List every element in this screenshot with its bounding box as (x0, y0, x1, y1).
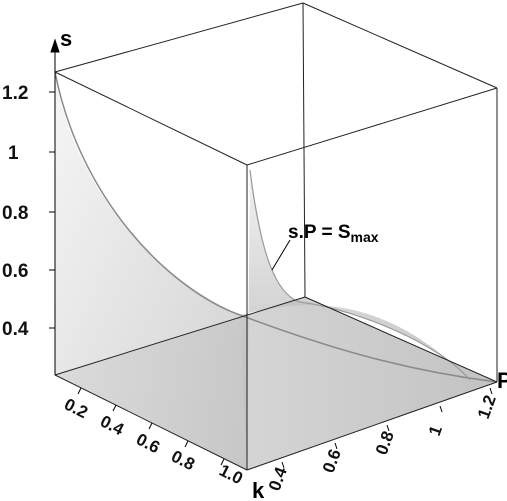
p-tick-label: 0.8 (372, 429, 398, 458)
box-edge (246, 381, 498, 471)
bounding-box (54, 2, 498, 471)
p-axis-title: P (497, 368, 507, 393)
k-tick (148, 422, 153, 430)
k-axis (77, 387, 225, 466)
p-tick-label: 0.6 (319, 447, 345, 476)
p-tick (489, 387, 493, 395)
k-tick-label: 0.4 (97, 412, 127, 440)
k-tick-label: 0.6 (133, 430, 163, 458)
surface-ridge (249, 169, 471, 381)
p-tick-label: 1 (425, 423, 446, 438)
k-tick (77, 387, 82, 395)
p-tick (281, 461, 285, 469)
p-tick (334, 442, 338, 450)
surface-fold (54, 71, 498, 383)
annotation-subscript: max (351, 229, 379, 245)
z-axis-arrow (50, 38, 60, 53)
k-tick (112, 404, 117, 412)
p-tick (439, 405, 443, 413)
z-axis (49, 38, 60, 375)
z-tick-label: 1 (8, 143, 19, 164)
p-tick-label: 1.2 (474, 393, 500, 422)
annotation-leader (271, 239, 291, 271)
box-edge (54, 374, 248, 471)
annotation-label: s.P = Smax (288, 222, 379, 245)
k-tick (184, 440, 189, 448)
box-edge (246, 87, 498, 166)
box-edge (54, 71, 248, 166)
k-tick-label: 0.8 (168, 447, 198, 475)
annotation-text: s.P = S (288, 222, 351, 243)
k-axis-title: k (252, 478, 265, 501)
p-axis (281, 387, 493, 469)
box-edge (304, 296, 498, 383)
p-tick-label: 0.4 (265, 464, 291, 493)
z-tick-label: 0.6 (2, 261, 28, 282)
k-tick-label: 0.2 (61, 395, 91, 423)
box-edge (54, 2, 304, 73)
k-tick (220, 458, 225, 466)
z-tick-label: 1.2 (2, 83, 28, 104)
box-edge (302, 2, 498, 89)
z-axis-title: s (60, 26, 72, 51)
box-edge (54, 296, 306, 376)
box-edge (302, 2, 306, 298)
z-tick-label: 0.8 (2, 203, 28, 224)
p-tick (386, 424, 390, 432)
z-tick-label: 0.4 (2, 319, 29, 340)
floor-plane (55, 297, 497, 470)
